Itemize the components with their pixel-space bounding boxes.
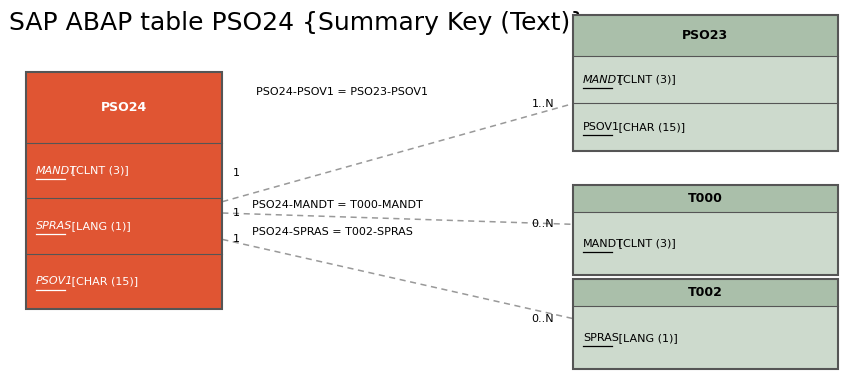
Text: SPRAS: SPRAS xyxy=(583,333,619,343)
Bar xyxy=(573,279,838,369)
Bar xyxy=(573,185,838,275)
Bar xyxy=(573,279,838,306)
Text: MANDT: MANDT xyxy=(36,166,77,176)
Text: 1: 1 xyxy=(233,234,239,244)
Text: [CLNT (3)]: [CLNT (3)] xyxy=(615,75,675,84)
Bar xyxy=(573,212,838,275)
Bar xyxy=(573,185,838,212)
Bar xyxy=(26,72,222,309)
Bar xyxy=(573,185,838,275)
Text: PSO24-SPRAS = T002-SPRAS: PSO24-SPRAS = T002-SPRAS xyxy=(252,227,413,237)
Text: 0..N: 0..N xyxy=(532,219,554,229)
Text: [CHAR (15)]: [CHAR (15)] xyxy=(615,122,685,132)
Text: [LANG (1)]: [LANG (1)] xyxy=(615,333,677,343)
Bar xyxy=(26,198,222,254)
Text: SAP ABAP table PSO24 {Summary Key (Text)}: SAP ABAP table PSO24 {Summary Key (Text)… xyxy=(9,11,586,35)
Text: [CLNT (3)]: [CLNT (3)] xyxy=(68,166,128,176)
Bar xyxy=(573,56,838,103)
Text: PSO24-PSOV1 = PSO23-PSOV1: PSO24-PSOV1 = PSO23-PSOV1 xyxy=(256,87,428,97)
Bar xyxy=(26,254,222,309)
Text: [CLNT (3)]: [CLNT (3)] xyxy=(615,239,675,248)
Text: T002: T002 xyxy=(688,286,722,299)
Bar xyxy=(573,15,838,151)
Bar xyxy=(573,15,838,56)
Text: 1: 1 xyxy=(233,169,239,178)
Text: MANDT: MANDT xyxy=(583,239,624,248)
Bar xyxy=(573,103,838,151)
Text: MANDT: MANDT xyxy=(583,75,624,84)
Text: T000: T000 xyxy=(688,192,722,205)
Text: [CHAR (15)]: [CHAR (15)] xyxy=(68,276,138,287)
Bar xyxy=(573,279,838,369)
Text: 0..N: 0..N xyxy=(532,314,554,323)
Bar xyxy=(26,72,222,143)
Text: [LANG (1)]: [LANG (1)] xyxy=(68,221,130,231)
Bar xyxy=(573,15,838,151)
Text: PSOV1: PSOV1 xyxy=(36,276,74,287)
Bar xyxy=(573,306,838,369)
Text: PSO24: PSO24 xyxy=(101,101,147,114)
Text: PSO23: PSO23 xyxy=(682,29,728,42)
Text: PSO24-MANDT = T000-MANDT: PSO24-MANDT = T000-MANDT xyxy=(252,201,423,210)
Text: SPRAS: SPRAS xyxy=(36,221,73,231)
Bar xyxy=(26,143,222,198)
Text: 1..N: 1..N xyxy=(532,99,554,109)
Text: 1: 1 xyxy=(233,208,239,218)
Text: PSOV1: PSOV1 xyxy=(583,122,620,132)
Bar xyxy=(26,72,222,309)
